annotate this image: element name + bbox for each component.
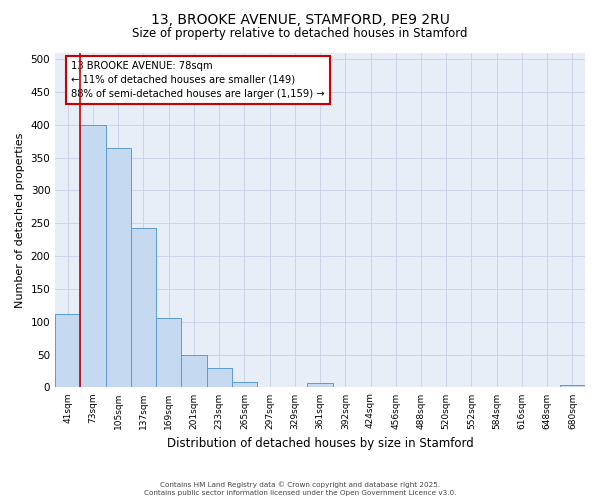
Bar [560, 386, 585, 388]
Bar [80, 124, 106, 388]
Bar [232, 382, 257, 388]
Text: Contains HM Land Registry data © Crown copyright and database right 2025.
Contai: Contains HM Land Registry data © Crown c… [144, 482, 456, 496]
X-axis label: Distribution of detached houses by size in Stamford: Distribution of detached houses by size … [167, 437, 473, 450]
Bar [131, 228, 156, 388]
Bar [156, 318, 181, 388]
Text: Size of property relative to detached houses in Stamford: Size of property relative to detached ho… [132, 28, 468, 40]
Bar [307, 384, 332, 388]
Y-axis label: Number of detached properties: Number of detached properties [15, 132, 25, 308]
Bar [206, 368, 232, 388]
Bar [106, 148, 131, 388]
Bar [181, 354, 206, 388]
Text: 13, BROOKE AVENUE, STAMFORD, PE9 2RU: 13, BROOKE AVENUE, STAMFORD, PE9 2RU [151, 12, 449, 26]
Bar [55, 314, 80, 388]
Text: 13 BROOKE AVENUE: 78sqm
← 11% of detached houses are smaller (149)
88% of semi-d: 13 BROOKE AVENUE: 78sqm ← 11% of detache… [71, 61, 325, 99]
